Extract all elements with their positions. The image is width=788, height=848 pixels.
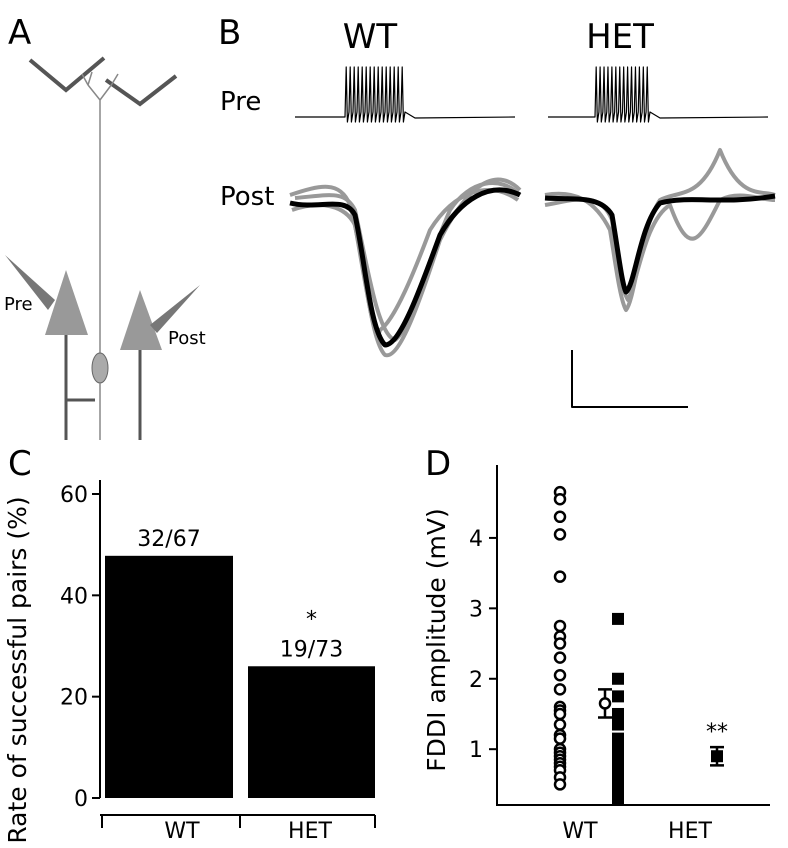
y-tick-label: 60: [60, 483, 88, 508]
bar: [248, 666, 375, 798]
point: [612, 612, 624, 625]
y-tick-label: 0: [74, 787, 88, 812]
point: [553, 492, 567, 506]
neuron-diagram: [5, 56, 200, 440]
annotation: *: [306, 607, 317, 632]
y-tick-label: 2: [469, 668, 483, 693]
point: [553, 683, 567, 696]
point: [553, 570, 567, 583]
point: [553, 528, 567, 541]
point: [598, 697, 612, 710]
bar: [105, 555, 233, 798]
x-tick-label: HET: [668, 819, 712, 844]
point: [553, 732, 567, 745]
point: [711, 750, 723, 763]
y-tick-label: 4: [469, 527, 483, 552]
neuron-label: Post: [168, 328, 206, 349]
y-tick-label: 20: [60, 686, 88, 711]
x-tick-label: HET: [288, 819, 332, 844]
bar-label: 32/67: [137, 527, 200, 552]
point: [553, 668, 567, 682]
point: [612, 707, 624, 720]
point: [553, 510, 567, 524]
point: [553, 707, 567, 721]
x-tick-label: WT: [164, 819, 200, 844]
panel-label: B: [218, 13, 241, 53]
panel-label: C: [8, 444, 32, 484]
y-tick-label: 1: [469, 738, 483, 763]
point: [553, 619, 567, 633]
traces: [289, 66, 776, 408]
point: [612, 718, 624, 731]
panel-d: D FDDI amplitude (mV) 1 2 3 4 WT HET **: [422, 444, 770, 844]
point: [553, 637, 567, 650]
y-axis-label: FDDI amplitude (mV): [422, 508, 451, 771]
x-tick-label: WT: [562, 819, 598, 844]
annotation: **: [706, 720, 728, 745]
trace-label: Pre: [220, 87, 261, 117]
panel-c: C Rate of successful pairs (%) 0 20 40 60 32/6…: [3, 444, 376, 844]
trace-label: Post: [220, 182, 274, 212]
point: [612, 690, 624, 703]
point: [553, 778, 567, 791]
point: [612, 792, 624, 805]
neuron-label: Pre: [4, 294, 33, 315]
point: [612, 732, 624, 745]
y-tick-label: 3: [469, 597, 483, 622]
y-tick-label: 40: [60, 584, 88, 609]
point: [553, 718, 567, 731]
point: [612, 672, 624, 685]
group-label: HET: [586, 17, 654, 57]
bar-label: 19/73: [280, 637, 343, 662]
panel-label: A: [8, 13, 31, 53]
point: [553, 651, 567, 664]
group-label: WT: [343, 17, 398, 57]
y-axis-label: Rate of successful pairs (%): [3, 496, 32, 843]
panel-label: D: [425, 444, 451, 484]
